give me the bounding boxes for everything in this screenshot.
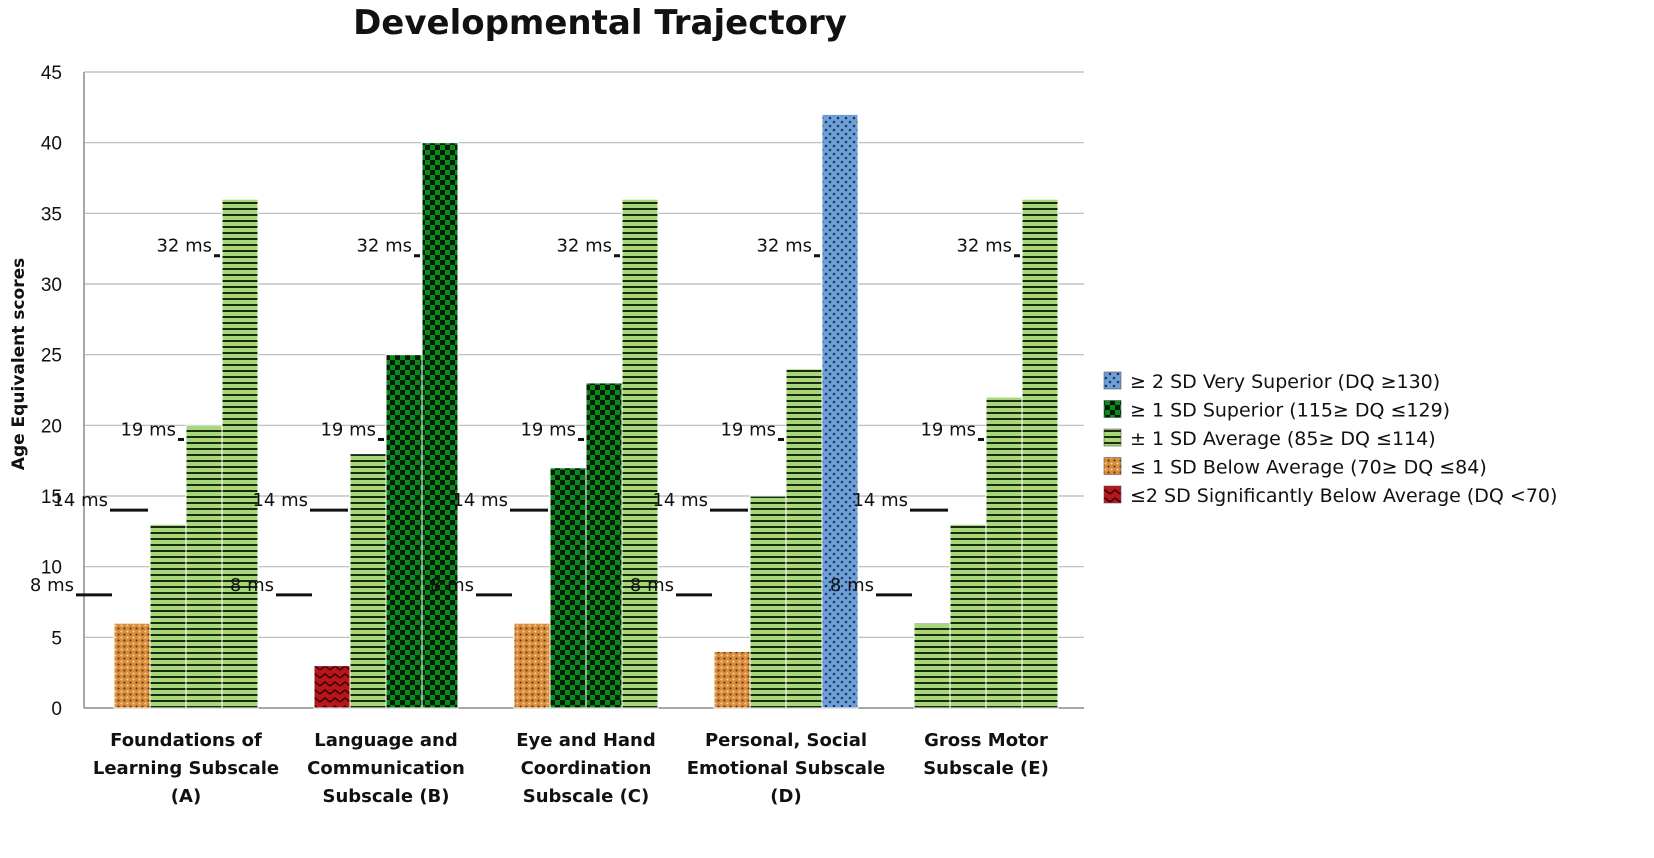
bar-8ms-cat5 — [913, 622, 951, 709]
legend-swatch-below — [1103, 457, 1122, 475]
bar-8ms-cat4 — [713, 650, 751, 709]
chart-title: Developmental Trajectory — [353, 3, 847, 43]
age-marker-label: 32 ms — [756, 236, 812, 257]
bar-14ms-cat1 — [149, 523, 187, 709]
age-marker-label: 19 ms — [920, 419, 976, 440]
age-marker-label: 14 ms — [52, 490, 108, 511]
age-marker-label: 19 ms — [720, 419, 776, 440]
age-marker-label: 19 ms — [120, 419, 176, 440]
legend-label-very_superior: ≥ 2 SD Very Superior (DQ ≥130) — [1130, 371, 1440, 393]
age-markers: 8 ms 14 ms 19 ms 32 ms 8 ms 14 ms 19 ms 32 ms 8 … — [30, 236, 1020, 597]
legend-label-below: ≤ 1 SD Below Average (70≥ DQ ≤84) — [1130, 457, 1487, 479]
age-marker-label: 19 ms — [320, 419, 376, 440]
y-axis-ticks: 0 5 10 15 20 25 30 35 40 45 — [41, 63, 62, 720]
y-tick-label: 40 — [41, 134, 62, 155]
bar-19ms-cat1 — [185, 424, 223, 709]
legend-label-average: ± 1 SD Average (85≥ DQ ≤114) — [1130, 428, 1436, 450]
legend-swatch-average — [1103, 428, 1122, 447]
age-marker-label: 32 ms — [956, 236, 1012, 257]
x-category-label: Language and Communication Subscale (B) — [307, 730, 465, 807]
bar-14ms-cat3 — [549, 467, 587, 709]
bar-32ms-cat5 — [1021, 198, 1059, 709]
y-axis-label: Age Equivalent scores — [9, 258, 29, 470]
age-marker-label: 32 ms — [356, 236, 412, 257]
bar-8ms-cat3 — [513, 622, 551, 709]
bar-32ms-cat1 — [221, 198, 259, 709]
age-marker-label: 19 ms — [520, 419, 576, 440]
bar-19ms-cat3 — [585, 382, 623, 709]
bar-19ms-cat4 — [785, 368, 823, 709]
age-marker-label: 14 ms — [452, 490, 508, 511]
age-marker-label: 32 ms — [556, 236, 612, 257]
y-tick-label: 0 — [51, 699, 62, 720]
y-tick-label: 15 — [41, 487, 62, 508]
legend-swatch-superior — [1103, 400, 1122, 418]
legend-label-significantly_below: ≤2 SD Significantly Below Average (DQ <7… — [1130, 485, 1557, 507]
x-category-label: Foundations of Learning Subscale (A) — [93, 730, 279, 807]
bar-19ms-cat2 — [385, 354, 423, 709]
y-tick-label: 30 — [41, 275, 62, 296]
age-marker-label: 14 ms — [252, 490, 308, 511]
age-marker-label: 14 ms — [852, 490, 908, 511]
y-tick-label: 10 — [41, 558, 62, 579]
age-marker-label: 8 ms — [430, 575, 474, 596]
bar-19ms-cat5 — [985, 396, 1023, 709]
y-tick-label: 5 — [51, 628, 62, 649]
age-marker-label: 14 ms — [652, 490, 708, 511]
age-marker-label: 8 ms — [30, 575, 74, 596]
age-marker-label: 8 ms — [830, 575, 874, 596]
age-marker-label: 32 ms — [156, 236, 212, 257]
y-tick-label: 25 — [41, 346, 62, 367]
x-category-label: Eye and Hand Coordination Subscale (C) — [516, 730, 656, 807]
y-tick-label: 45 — [41, 63, 62, 84]
y-tick-label: 35 — [41, 204, 62, 225]
legend-swatch-very_superior — [1103, 371, 1122, 390]
legend-label-superior: ≥ 1 SD Superior (115≥ DQ ≤129) — [1130, 400, 1450, 422]
x-category-label: Gross Motor Subscale (E) — [923, 730, 1049, 779]
x-axis-category-labels: Foundations of Learning Subscale (A) Langua… — [93, 730, 1049, 807]
bar-8ms-cat2 — [313, 665, 351, 709]
bars — [113, 113, 1059, 709]
age-marker-label: 8 ms — [630, 575, 674, 596]
x-category-label: Personal, Social Emotional Subscale (D) — [687, 730, 886, 807]
bar-14ms-cat5 — [949, 523, 987, 709]
bar-32ms-cat2 — [421, 142, 459, 709]
age-marker-label: 8 ms — [230, 575, 274, 596]
bar-8ms-cat1 — [113, 622, 151, 709]
legend-swatch-significantly_below — [1103, 485, 1122, 504]
y-tick-label: 20 — [41, 416, 62, 437]
bar-32ms-cat4 — [821, 113, 859, 709]
bar-32ms-cat3 — [621, 198, 659, 709]
bar-14ms-cat2 — [349, 453, 387, 709]
legend: ≥ 2 SD Very Superior (DQ ≥130) ≥ 1 SD Sup… — [1103, 371, 1557, 507]
bar-14ms-cat4 — [749, 495, 787, 709]
